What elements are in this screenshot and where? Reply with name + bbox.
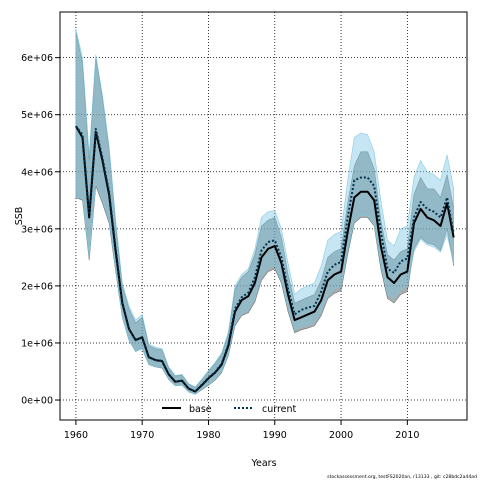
footer-credit: stockassessment.org, testFS2020an, r1313… [327, 474, 477, 480]
x-tick-label: 1970 [130, 430, 154, 441]
series-line-current [75, 125, 455, 393]
legend-label-current: current [262, 404, 297, 415]
x-tick-label: 2000 [329, 430, 353, 441]
grid-lines [60, 12, 467, 420]
x-tick-label: 1990 [263, 430, 287, 441]
y-tick-label: 2e+06 [21, 281, 53, 292]
series-lines [75, 125, 455, 393]
y-tick-label: 0e+00 [21, 396, 53, 407]
y-tick-label: 4e+06 [21, 167, 53, 178]
x-tick-label: 1960 [64, 430, 88, 441]
y-axis-title: SSB [14, 207, 25, 226]
plot-frame [59, 11, 468, 421]
x-tick-label: 1980 [196, 430, 220, 441]
y-axis: 0e+00 1e+06 2e+06 3e+06 4e+06 5e+06 6e+06 [21, 53, 60, 407]
y-tick-label: 1e+06 [21, 338, 53, 349]
legend: base current [162, 404, 297, 415]
y-tick-label: 6e+06 [21, 53, 53, 64]
x-tick-label: 2010 [395, 430, 419, 441]
x-axis-title: Years [250, 458, 276, 469]
y-tick-label: 3e+06 [21, 224, 53, 235]
legend-label-base: base [189, 404, 212, 415]
y-tick-label: 5e+06 [21, 110, 53, 121]
x-axis: 1960 1970 1980 1990 2000 2010 [64, 420, 419, 441]
